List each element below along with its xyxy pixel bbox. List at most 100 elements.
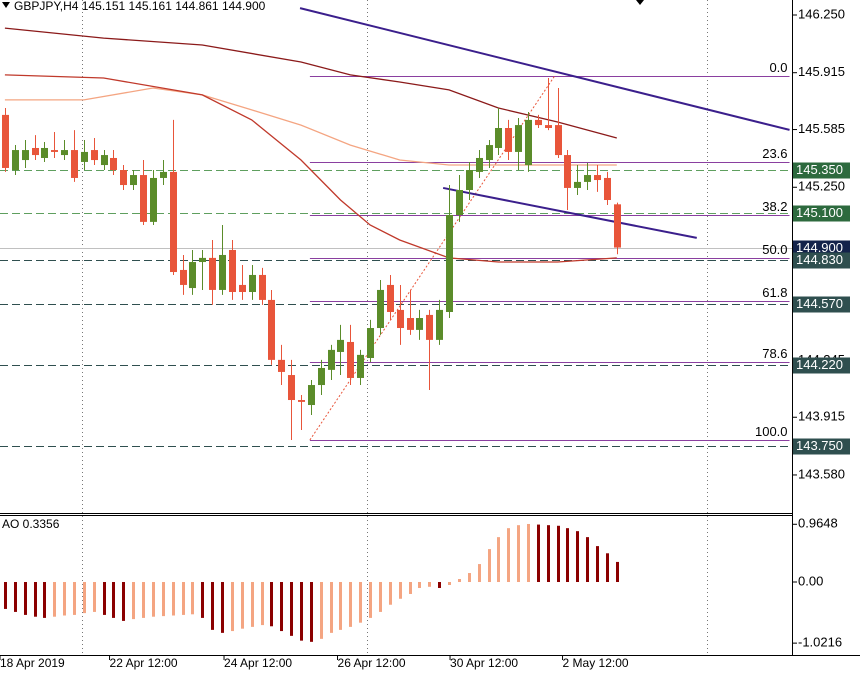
chart-title: GBPJPY,H4 145.151 145.161 144.861 144.90… (14, 0, 266, 13)
trendline (299, 7, 790, 131)
ao-bar (418, 582, 421, 588)
ao-bar (409, 582, 412, 594)
trendline (442, 186, 697, 239)
ao-bar (507, 528, 510, 583)
ao-bar (290, 582, 293, 636)
ao-bar (142, 582, 145, 618)
fib-level-label: 38.2 (762, 199, 787, 214)
candle-body (239, 284, 246, 293)
ao-bar (448, 582, 451, 585)
candle-body (32, 147, 39, 156)
price-level-label: 144.830 (796, 252, 843, 267)
price-level-label: 144.900 (796, 240, 843, 255)
candle-body (564, 155, 571, 188)
ao-bar (310, 582, 313, 642)
fib-level-label: 50.0 (762, 242, 787, 257)
ao-bar (488, 549, 491, 583)
ao-bar (93, 582, 96, 612)
candle-body (436, 309, 443, 340)
price-level-box (792, 296, 850, 313)
candle-body (604, 177, 611, 201)
ao-bar (122, 582, 125, 621)
candle-body (387, 284, 394, 312)
ao-bar (468, 573, 471, 583)
y-tick-label: 145.585 (798, 121, 845, 136)
candle-body (41, 147, 48, 158)
ao-bar (83, 582, 86, 614)
candle-body (337, 339, 344, 352)
candle-body (229, 249, 236, 293)
ao-bar (527, 523, 530, 583)
ao-bar (24, 582, 27, 615)
y-tick-label: 145.250 (798, 179, 845, 194)
ao-bar (103, 582, 106, 615)
candle-body (2, 114, 9, 168)
fib-level-label: 100.0 (755, 424, 788, 439)
x-tick-label: 26 Apr 12:00 (338, 656, 406, 670)
candle-body (91, 150, 98, 161)
ao-bar (152, 582, 155, 617)
y-tick-label: -1.0216 (798, 635, 842, 650)
ao-bar (201, 582, 204, 618)
candle-body (219, 254, 226, 290)
ao-bar (191, 582, 194, 615)
indicator-title: AO 0.3356 (2, 517, 60, 531)
candle-body (476, 157, 483, 172)
ao-bar (566, 528, 569, 583)
candle-body (81, 151, 88, 162)
y-tick-label: 146.250 (798, 6, 845, 21)
ao-bar (339, 582, 342, 630)
ao-bar (458, 579, 461, 583)
ao-bar (389, 582, 392, 605)
candle-body (170, 171, 177, 273)
ao-bar (14, 582, 17, 612)
candle-body (377, 289, 384, 329)
candle-body (278, 359, 285, 372)
fib-level-label: 0.0 (769, 60, 787, 75)
ao-bar (537, 524, 540, 583)
candle-body (446, 214, 453, 312)
candle-body (268, 299, 275, 360)
ao-bar (172, 582, 175, 616)
price-level-box (792, 205, 850, 222)
candle-body (328, 349, 335, 370)
ao-bar (270, 582, 273, 627)
price-level-label: 145.350 (796, 162, 843, 177)
moving-average (4, 74, 617, 263)
price-level-box (792, 438, 850, 455)
price-level-box (792, 357, 850, 374)
candle-body (12, 150, 19, 171)
fib-level-label: 61.8 (762, 285, 787, 300)
candle-body (407, 318, 414, 330)
ao-bar (132, 582, 135, 620)
candle-body (367, 328, 374, 358)
ao-bar (616, 561, 619, 583)
ao-bar (53, 582, 56, 617)
y-tick-label: 0.9648 (798, 516, 838, 531)
ao-bar (428, 582, 431, 587)
candle-body (357, 354, 364, 378)
shift-marker (636, 0, 644, 5)
candle-body (22, 150, 29, 161)
ao-bar (596, 546, 599, 583)
candle-body (120, 170, 127, 186)
candle-body (288, 375, 295, 401)
candle-body (249, 274, 256, 293)
candle-body (555, 125, 562, 156)
ao-bar (349, 582, 352, 627)
ao-bar (73, 582, 76, 615)
y-tick-label: 143.915 (798, 409, 845, 424)
candle-body (505, 128, 512, 152)
ao-bar (112, 582, 115, 618)
price-level-label: 143.750 (796, 438, 843, 453)
candle-body (574, 181, 581, 188)
front-layer: 18 Apr 2019 22 Apr 12:00 24 Apr 12:00 26 Ap… (0, 6, 850, 670)
x-tick-label: 2 May 12:00 (563, 656, 629, 670)
candle-body (397, 309, 404, 329)
ao-bar (300, 582, 303, 641)
candle-body (545, 125, 552, 128)
ao-bar (369, 582, 372, 618)
y-tick-label: 145.915 (798, 64, 845, 79)
price-level-box (792, 162, 850, 179)
